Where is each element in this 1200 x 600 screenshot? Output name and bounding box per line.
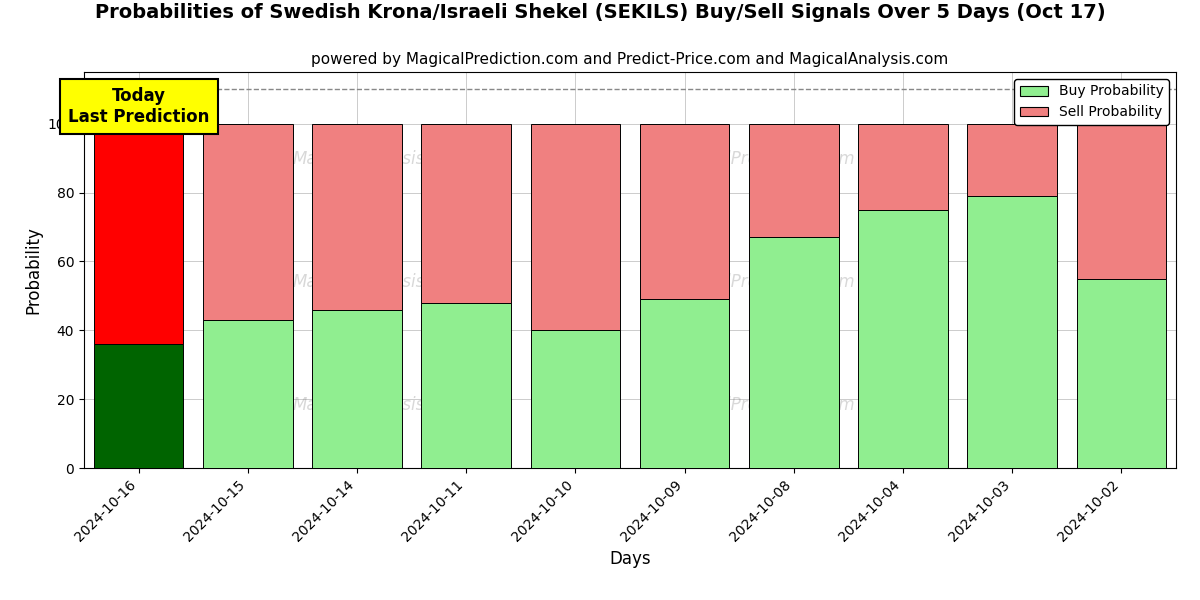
Bar xyxy=(421,124,511,303)
Bar xyxy=(858,124,948,210)
Text: MagicalPrediction.com: MagicalPrediction.com xyxy=(667,395,854,413)
X-axis label: Days: Days xyxy=(610,550,650,568)
Bar xyxy=(530,124,620,330)
Legend: Buy Probability, Sell Probability: Buy Probability, Sell Probability xyxy=(1014,79,1169,125)
Bar xyxy=(640,299,730,468)
Bar xyxy=(312,310,402,468)
Y-axis label: Probability: Probability xyxy=(24,226,42,314)
Bar xyxy=(640,124,730,299)
Text: MagicalAnalysis.com: MagicalAnalysis.com xyxy=(293,150,466,168)
Text: MagicalAnalysis.com: MagicalAnalysis.com xyxy=(293,395,466,413)
Bar xyxy=(858,210,948,468)
Bar xyxy=(967,196,1057,468)
Text: MagicalPrediction.com: MagicalPrediction.com xyxy=(667,150,854,168)
Bar xyxy=(203,320,293,468)
Bar xyxy=(312,124,402,310)
Text: MagicalAnalysis.com: MagicalAnalysis.com xyxy=(293,273,466,291)
Bar xyxy=(1076,124,1166,278)
Text: Probabilities of Swedish Krona/Israeli Shekel (SEKILS) Buy/Sell Signals Over 5 D: Probabilities of Swedish Krona/Israeli S… xyxy=(95,3,1105,22)
Bar xyxy=(749,124,839,237)
Bar xyxy=(421,303,511,468)
Bar xyxy=(203,124,293,320)
Bar xyxy=(94,124,184,344)
Text: MagicalPrediction.com: MagicalPrediction.com xyxy=(667,273,854,291)
Bar xyxy=(749,237,839,468)
Bar xyxy=(530,330,620,468)
Bar xyxy=(94,344,184,468)
Bar xyxy=(1076,278,1166,468)
Bar xyxy=(967,124,1057,196)
Text: Today
Last Prediction: Today Last Prediction xyxy=(68,87,209,126)
Title: powered by MagicalPrediction.com and Predict-Price.com and MagicalAnalysis.com: powered by MagicalPrediction.com and Pre… xyxy=(311,52,949,67)
